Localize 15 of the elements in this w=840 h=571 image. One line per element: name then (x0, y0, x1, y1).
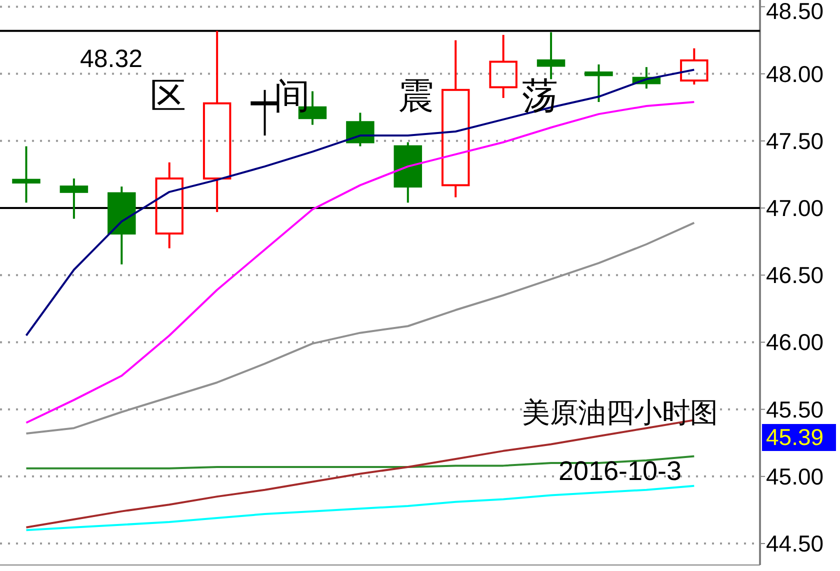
y-tick-label: 46.00 (766, 329, 824, 356)
y-tick-label: 44.50 (766, 530, 824, 557)
y-tick-label: 46.50 (766, 262, 824, 288)
annotation: 2016-10-3 (558, 456, 682, 486)
y-tick-label: 48.00 (766, 60, 824, 87)
y-tick-label: 45.00 (766, 463, 824, 490)
text: 美原油四小时图 (522, 397, 718, 428)
text: 45.39 (766, 424, 824, 450)
y-tick-label: 47.50 (766, 128, 824, 154)
annotation: 区间震荡 (150, 75, 646, 116)
y-tick-label: 48.50 (766, 0, 824, 24)
ref-line-label: 48.32 (80, 44, 143, 73)
y-tick-label: 45.50 (766, 396, 824, 422)
y-tick-label: 47.00 (766, 195, 824, 222)
line-series (25, 484, 696, 532)
